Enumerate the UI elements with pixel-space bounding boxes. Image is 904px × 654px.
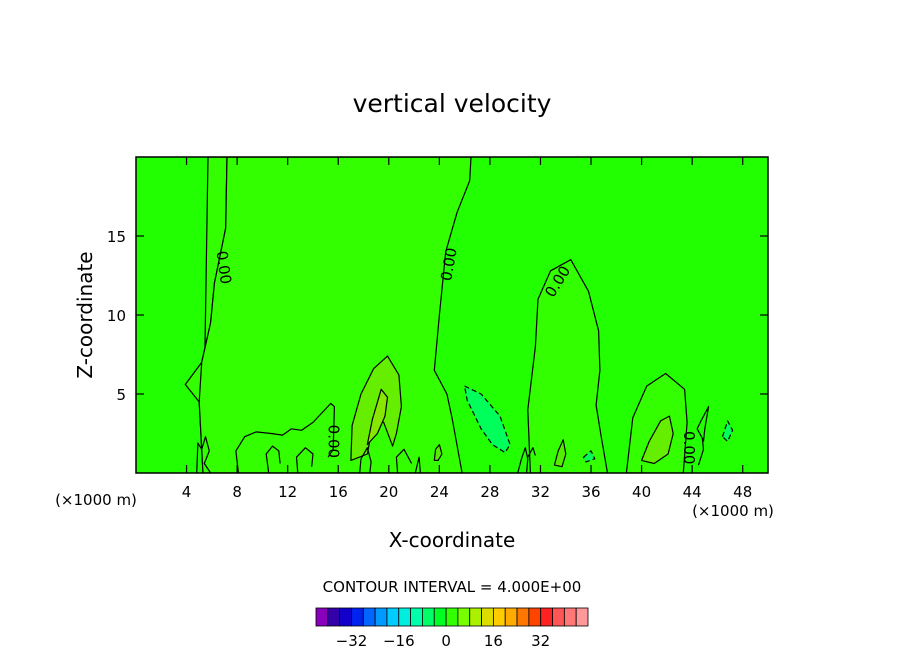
x-axis-label: X-coordinate xyxy=(389,528,516,552)
contour-line-3 xyxy=(395,448,413,473)
contour-region-downdraft-46km xyxy=(721,420,734,442)
contour-region-updraft-central xyxy=(198,157,472,473)
contour-value-label-4: 0.00 xyxy=(680,431,698,464)
colorbar-swatch xyxy=(433,607,447,627)
contour-region-downdraft-36km xyxy=(582,450,596,463)
x-tick-label: 24 xyxy=(430,483,449,501)
y-axis-label: Z-coordinate xyxy=(73,251,97,378)
x-tick-label: 32 xyxy=(531,483,550,501)
contour-value-label-1: 0.00 xyxy=(437,246,461,282)
colorbar-swatch xyxy=(351,607,364,627)
colorbar-tick-label: 16 xyxy=(484,632,503,650)
y-tick-label: 5 xyxy=(116,386,126,404)
colorbar-tick-label: 32 xyxy=(531,632,550,650)
x-tick-label: 12 xyxy=(278,483,297,501)
colorbar-swatch xyxy=(445,607,459,627)
contour-region-updraft-core-24km xyxy=(433,444,443,461)
x-tick-label: 40 xyxy=(632,483,651,501)
contour-value-label-0: 0.00 xyxy=(212,250,234,286)
colorbar-tick-label: −32 xyxy=(336,632,368,650)
x-tick-label: 36 xyxy=(581,483,600,501)
colorbar-swatch xyxy=(481,607,494,627)
chart-title: vertical velocity xyxy=(353,89,552,118)
contour-region-updraft-core-33km xyxy=(553,439,567,468)
colorbar-swatch xyxy=(422,607,435,627)
colorbar-swatch xyxy=(339,607,352,627)
contour-value-label-3: 0.00 xyxy=(325,425,343,458)
colorbar-tick-label: 0 xyxy=(441,632,451,650)
x-tick-label: 16 xyxy=(329,483,348,501)
contour-interval-label: CONTOUR INTERVAL = 4.000E+00 xyxy=(323,578,582,596)
x-tick-label: 28 xyxy=(480,483,499,501)
x-tick-label: 8 xyxy=(232,483,242,501)
contour-line-8 xyxy=(196,436,212,473)
colorbar-swatch xyxy=(528,607,542,627)
colorbar-swatch xyxy=(457,607,471,627)
x-tick-label: 20 xyxy=(379,483,398,501)
colorbar-swatch xyxy=(540,607,553,627)
y-tick-label: 10 xyxy=(107,307,126,325)
colorbar-swatch xyxy=(374,607,388,627)
contour-line-6 xyxy=(527,447,536,458)
colorbar-swatch xyxy=(575,607,589,627)
contour-line-2 xyxy=(295,447,314,473)
contour-line-1 xyxy=(265,445,281,473)
contour-line-7 xyxy=(517,447,529,473)
x-tick-label: 48 xyxy=(733,483,752,501)
colorbar-swatch xyxy=(492,607,506,627)
contour-line-9 xyxy=(696,406,710,466)
colorbar-swatch xyxy=(315,607,329,627)
colorbar-swatch xyxy=(362,607,376,627)
x-unit-left: (×1000 m) xyxy=(55,491,137,509)
x-unit-right: (×1000 m) xyxy=(692,502,774,520)
colorbar-swatch xyxy=(552,607,565,627)
y-tick-label: 15 xyxy=(107,228,126,246)
contour-line-4 xyxy=(359,447,372,473)
contour-region-updraft-core-19km xyxy=(366,388,389,446)
contour-region-updraft-core-41km xyxy=(640,415,674,465)
colorbar-swatch xyxy=(563,607,577,627)
contour-region-downdraft-27km xyxy=(464,385,511,454)
contour-line-5 xyxy=(414,456,421,473)
plot-area: 0.00 0.00 0.000.00 0.00 4 8 12 16 20 24 28 32 36 40 4… xyxy=(107,156,769,501)
colorbar-swatch xyxy=(504,607,518,627)
colorbar-swatch xyxy=(386,607,400,627)
x-tick-label: 4 xyxy=(182,483,192,501)
colorbar-swatch xyxy=(327,607,341,627)
colorbar-swatch xyxy=(398,607,412,627)
contour-region-updraft-east xyxy=(527,259,609,473)
colorbar-swatch xyxy=(469,607,482,627)
colorbar: −32 −16 0 16 32 xyxy=(315,607,589,650)
contour-line-0 xyxy=(235,402,335,473)
colorbar-swatch xyxy=(410,607,423,627)
contour-region-updraft-far-east xyxy=(625,372,688,473)
colorbar-tick-label: −16 xyxy=(383,632,415,650)
x-tick-label: 44 xyxy=(683,483,702,501)
colorbar-swatch xyxy=(516,607,530,627)
